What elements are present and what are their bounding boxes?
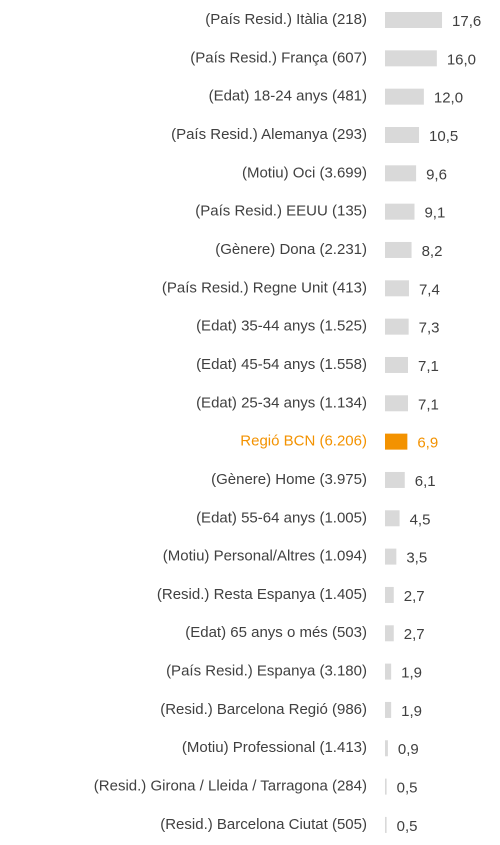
category-label: (Edat) 45-54 anys (1.558) xyxy=(196,356,367,373)
bar xyxy=(385,548,397,565)
category-label: (Gènere) Dona (2.231) xyxy=(215,241,367,258)
bar xyxy=(385,88,424,105)
category-label: (Motiu) Oci (3.699) xyxy=(242,164,367,181)
bar xyxy=(385,165,417,182)
value-label: 6,9 xyxy=(417,435,438,452)
category-label: (Resid.) Barcelona Regió (986) xyxy=(160,701,367,718)
value-label: 17,6 xyxy=(452,13,481,30)
bar xyxy=(385,701,392,718)
value-label: 3,5 xyxy=(406,550,427,567)
category-label: (País Resid.) Espanya (3.180) xyxy=(166,663,367,680)
category-label: (País Resid.) França (607) xyxy=(190,49,367,66)
value-label: 9,1 xyxy=(424,205,445,222)
category-label: (Resid.) Resta Espanya (1.405) xyxy=(157,586,367,603)
value-label: 2,7 xyxy=(404,588,425,605)
bar xyxy=(385,126,420,143)
value-label: 7,4 xyxy=(419,281,440,298)
bar xyxy=(385,241,412,258)
value-label: 7,3 xyxy=(419,320,440,337)
bar xyxy=(385,663,392,680)
value-label: 0,5 xyxy=(397,780,418,797)
category-label: (País Resid.) Alemanya (293) xyxy=(171,126,367,143)
bar xyxy=(385,280,409,297)
bar xyxy=(385,625,394,642)
category-label: (Edat) 18-24 anys (481) xyxy=(209,88,367,105)
category-label: (Motiu) Personal/Altres (1.094) xyxy=(163,548,367,565)
category-label: (Resid.) Girona / Lleida / Tarragona (28… xyxy=(94,778,367,795)
bar xyxy=(385,586,394,603)
value-label: 0,5 xyxy=(397,818,418,835)
bar xyxy=(385,203,415,220)
bar xyxy=(385,510,400,527)
category-label: (Edat) 25-34 anys (1.134) xyxy=(196,394,367,411)
bar xyxy=(385,740,388,757)
value-label: 10,5 xyxy=(429,128,458,145)
category-label: (País Resid.) Itàlia (218) xyxy=(205,11,367,28)
value-label: 8,2 xyxy=(422,243,443,260)
category-label: (Gènere) Home (3.975) xyxy=(211,471,367,488)
category-label: (País Resid.) Regne Unit (413) xyxy=(162,279,367,296)
category-label: Regió BCN (6.206) xyxy=(240,433,367,450)
category-label: (Resid.) Barcelona Ciutat (505) xyxy=(160,816,367,833)
bar xyxy=(385,471,405,488)
bar xyxy=(385,395,409,412)
value-label: 7,1 xyxy=(418,396,439,413)
value-label: 1,9 xyxy=(401,665,422,682)
category-label: (Edat) 35-44 anys (1.525) xyxy=(196,318,367,335)
value-label: 6,1 xyxy=(415,473,436,490)
bar xyxy=(385,318,409,335)
value-label: 2,7 xyxy=(404,626,425,643)
bar xyxy=(385,12,443,28)
bar xyxy=(385,816,387,833)
bar xyxy=(385,50,437,67)
category-label: (Edat) 65 anys o més (503) xyxy=(185,624,367,641)
category-label: (Motiu) Professional (1.413) xyxy=(182,739,367,756)
category-label: (Edat) 55-64 anys (1.005) xyxy=(196,509,367,526)
bar xyxy=(385,778,387,795)
value-label: 16,0 xyxy=(447,51,476,68)
value-label: 7,1 xyxy=(418,358,439,375)
value-label: 9,6 xyxy=(426,166,447,183)
value-label: 12,0 xyxy=(434,90,463,107)
value-label: 4,5 xyxy=(410,511,431,528)
value-label: 1,9 xyxy=(401,703,422,720)
category-label: (País Resid.) EEUU (135) xyxy=(195,203,367,220)
bar xyxy=(385,433,408,450)
value-label: 0,9 xyxy=(398,741,419,758)
bar xyxy=(385,356,409,373)
